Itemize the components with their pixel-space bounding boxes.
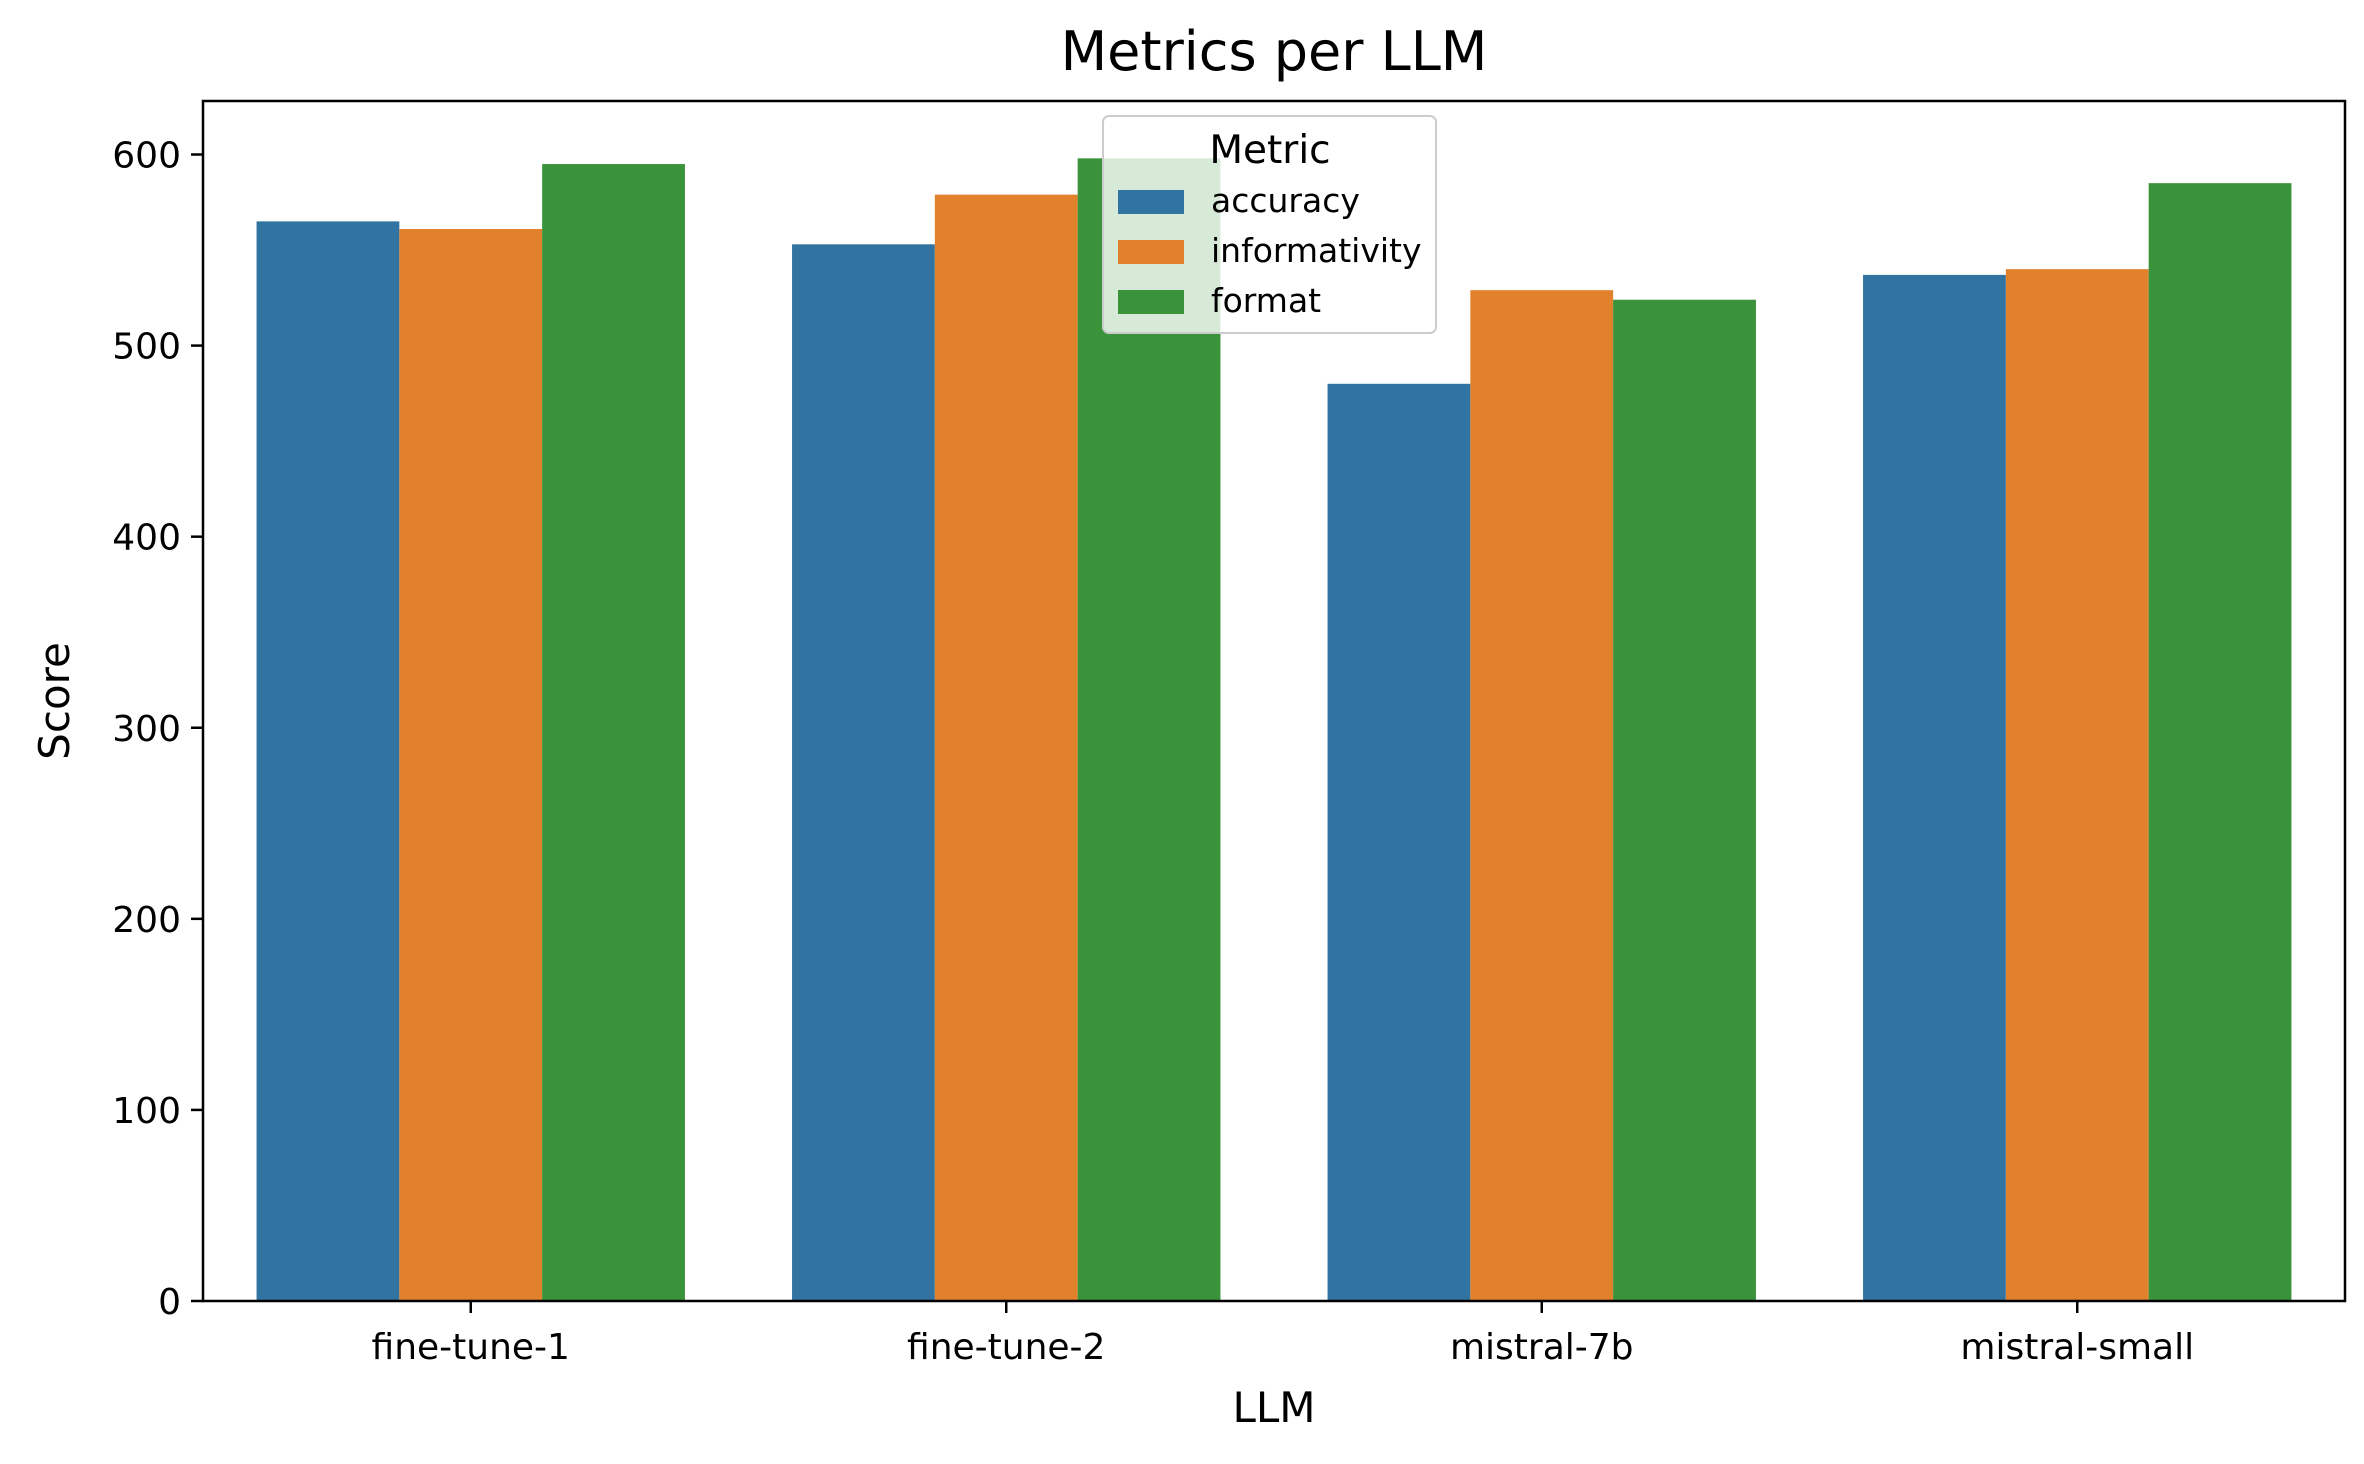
bar-informativity-fine-tune-2 xyxy=(934,194,1078,1301)
y-tick-label: 600 xyxy=(112,136,181,177)
plot-frame xyxy=(201,99,2347,1303)
legend: Metric accuracy informativity format xyxy=(1102,115,1437,334)
x-tick-label: fine-tune-2 xyxy=(907,1327,1105,1368)
legend-label-accuracy: accuracy xyxy=(1211,181,1360,220)
bar-accuracy-fine-tune-1 xyxy=(256,221,400,1301)
bars-group xyxy=(256,158,2292,1302)
x-tick-label: fine-tune-1 xyxy=(372,1327,570,1368)
y-tick-label: 300 xyxy=(112,709,181,750)
x-axis-label: LLM xyxy=(1232,1383,1315,1432)
legend-box xyxy=(1102,115,1437,334)
bar-accuracy-mistral-small xyxy=(1863,274,2006,1301)
y-tick-label: 400 xyxy=(112,518,181,559)
legend-label-informativity: informativity xyxy=(1211,231,1422,270)
bar-accuracy-mistral-7b xyxy=(1327,383,1471,1301)
legend-swatch-accuracy xyxy=(1118,190,1184,214)
y-tick-label: 500 xyxy=(112,327,181,368)
legend-swatch-informativity xyxy=(1118,240,1184,264)
legend-swatch-format xyxy=(1118,290,1184,314)
bar-format-fine-tune-2 xyxy=(1077,158,1221,1302)
x-tick-label: mistral-small xyxy=(1960,1327,2194,1368)
chart-title: Metrics per LLM xyxy=(1061,20,1488,83)
y-tick-label: 200 xyxy=(112,900,181,941)
legend-items: accuracy informativity format xyxy=(1118,181,1422,320)
bar-informativity-mistral-small xyxy=(2005,269,2149,1302)
x-tick-label: mistral-7b xyxy=(1450,1327,1634,1368)
bar-format-fine-tune-1 xyxy=(542,164,685,1301)
bar-format-mistral-small xyxy=(2148,183,2292,1301)
bar-informativity-mistral-7b xyxy=(1470,290,1614,1301)
bar-format-mistral-7b xyxy=(1613,299,1756,1302)
y-tick-label: 0 xyxy=(158,1282,181,1323)
x-axis: fine-tune-1 fine-tune-2 mistral-7b mistral-… xyxy=(372,1301,2194,1368)
bar-accuracy-fine-tune-2 xyxy=(792,244,935,1301)
bar-informativity-fine-tune-1 xyxy=(399,229,543,1301)
legend-label-format: format xyxy=(1211,281,1321,320)
legend-title: Metric xyxy=(1209,128,1330,173)
y-axis: 0 100 200 300 400 500 600 xyxy=(112,136,203,1323)
y-tick-label: 100 xyxy=(112,1091,181,1132)
y-axis-label: Score xyxy=(30,642,79,760)
